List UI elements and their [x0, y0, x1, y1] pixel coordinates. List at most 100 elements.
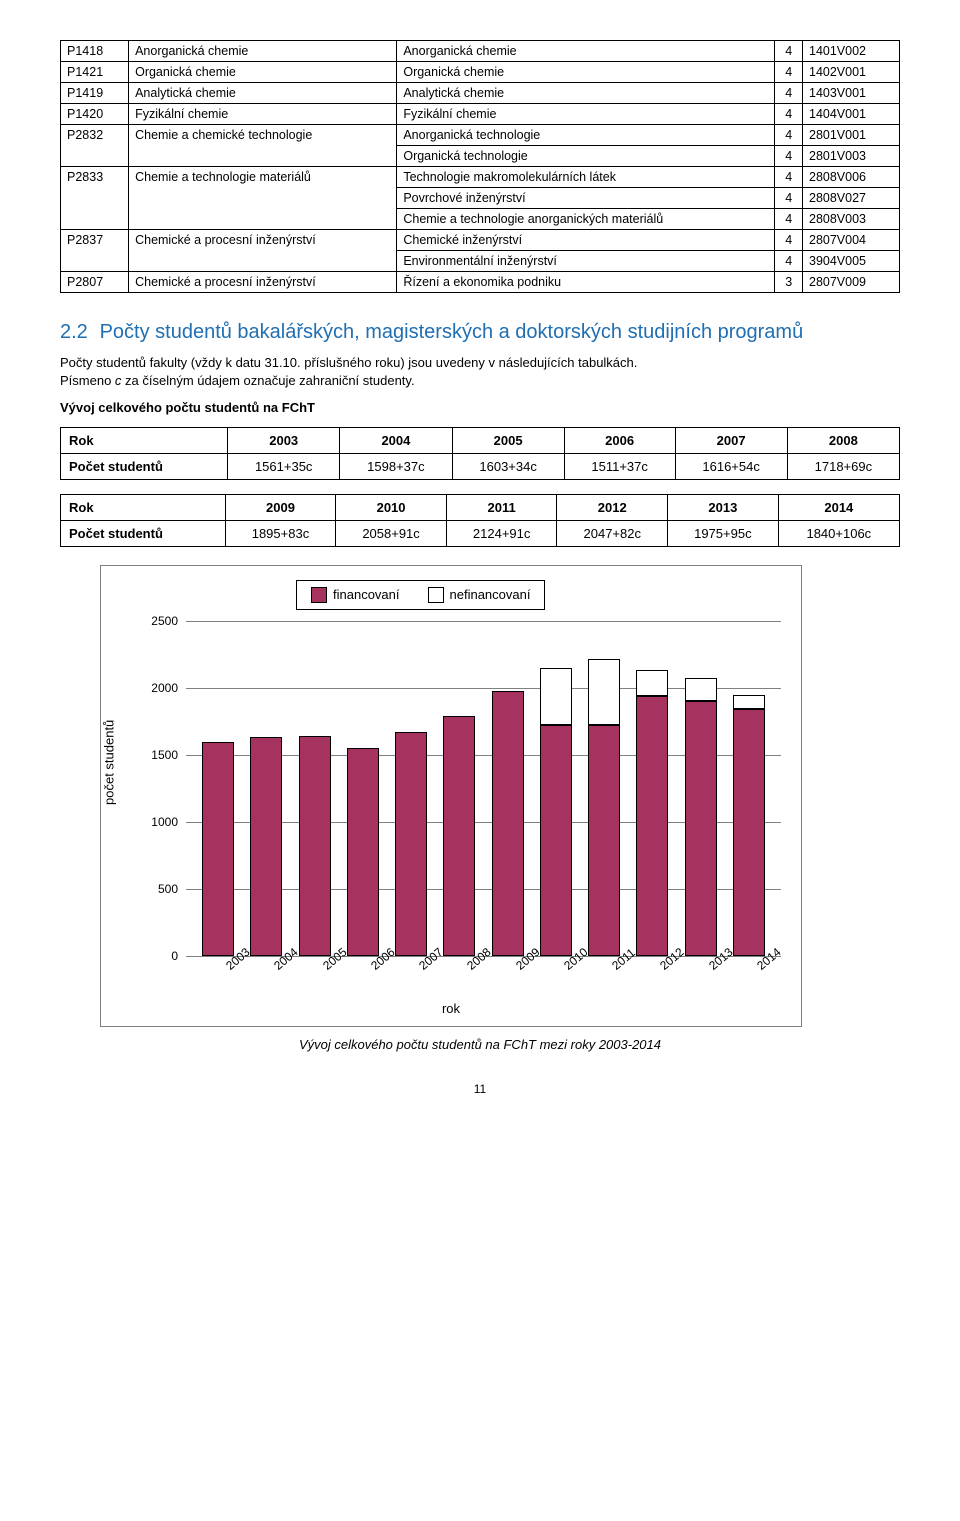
table-row: P1419Analytická chemieAnalytická chemie4… [61, 83, 900, 104]
data-cell: 1718+69c [787, 453, 899, 479]
header-cell: 2007 [675, 427, 787, 453]
cell-program: Chemie a technologie materiálů [129, 167, 397, 230]
cell-id: 1402V001 [803, 62, 900, 83]
cell-field: Fyzikální chemie [397, 104, 775, 125]
subheading: Vývoj celkového počtu studentů na FChT [60, 399, 900, 417]
chart-caption: Vývoj celkového počtu studentů na FChT m… [60, 1037, 900, 1052]
header-cell: 2013 [668, 494, 779, 520]
page-number: 11 [60, 1082, 900, 1096]
ytick-label: 1000 [151, 815, 186, 829]
cell-code: P2807 [61, 272, 129, 293]
cell-years: 4 [775, 230, 803, 251]
cell-years: 4 [775, 167, 803, 188]
bar-segment-financed [492, 691, 524, 956]
section-heading: 2.2 Počty studentů bakalářských, magiste… [60, 321, 900, 344]
cell-field: Anorganická technologie [397, 125, 775, 146]
bar-segment-financed [250, 737, 282, 956]
bar-segment-financed [685, 701, 717, 956]
cell-id: 1404V001 [803, 104, 900, 125]
cell-field: Povrchové inženýrství [397, 188, 775, 209]
bar-segment-unfinanced [685, 678, 717, 701]
bar-segment-unfinanced [636, 670, 668, 695]
cell-field: Analytická chemie [397, 83, 775, 104]
cell-years: 4 [775, 41, 803, 62]
data-cell: 1975+95c [668, 520, 779, 546]
bar-segment-financed [733, 709, 765, 956]
bars-container: 2003200420052006200720082009201020112012… [186, 621, 781, 956]
data-cell: 2124+91c [446, 520, 557, 546]
data-cell: 1840+106c [778, 520, 899, 546]
summary-table-2: Rok200920102011201220132014Počet student… [60, 494, 900, 547]
ytick-label: 1500 [151, 748, 186, 762]
cell-field: Chemie a technologie anorganických mater… [397, 209, 775, 230]
cell-field: Technologie makromolekulárních látek [397, 167, 775, 188]
cell-field: Řízení a ekonomika podniku [397, 272, 775, 293]
cell-field: Environmentální inženýrství [397, 251, 775, 272]
cell-code: P1419 [61, 83, 129, 104]
bar-segment-unfinanced [540, 668, 572, 725]
bar-segment-financed [588, 725, 620, 955]
bar-segment-financed [636, 696, 668, 956]
intro-line1: Počty studentů fakulty (vždy k datu 31.1… [60, 355, 637, 370]
cell-program: Fyzikální chemie [129, 104, 397, 125]
ytick-label: 0 [171, 949, 186, 963]
cell-code: P1418 [61, 41, 129, 62]
cell-id: 1403V001 [803, 83, 900, 104]
cell-field: Anorganická chemie [397, 41, 775, 62]
header-cell: 2006 [564, 427, 675, 453]
cell-id: 3904V005 [803, 251, 900, 272]
legend-item-1: financovaní [311, 587, 400, 604]
summary-table-1: Rok200320042005200620072008Počet student… [60, 427, 900, 480]
cell-code: P1421 [61, 62, 129, 83]
cell-years: 4 [775, 62, 803, 83]
cell-code: P1420 [61, 104, 129, 125]
table-row: Rok200320042005200620072008 [61, 427, 900, 453]
header-cell: 2009 [225, 494, 336, 520]
cell-id: 2801V001 [803, 125, 900, 146]
cell-field: Chemické inženýrství [397, 230, 775, 251]
cell-years: 4 [775, 188, 803, 209]
section-number: 2.2 [60, 321, 94, 344]
data-cell: 2058+91c [336, 520, 447, 546]
data-cell: 1598+37c [340, 453, 452, 479]
chart-plot-area: 0500100015002000250020032004200520062007… [186, 621, 781, 956]
intro-line2b: za číselným údajem označuje zahraniční s… [121, 373, 414, 388]
cell-program: Anorganická chemie [129, 41, 397, 62]
cell-program: Chemické a procesní inženýrství [129, 230, 397, 272]
header-cell: 2014 [778, 494, 899, 520]
intro-line2a: Písmeno [60, 373, 115, 388]
header-cell: 2008 [787, 427, 899, 453]
data-cell: 1616+54c [675, 453, 787, 479]
bar-segment-financed [347, 748, 379, 955]
cell-years: 4 [775, 251, 803, 272]
legend-label-1: financovaní [333, 587, 400, 602]
header-cell: 2011 [446, 494, 557, 520]
cell-code: P2833 [61, 167, 129, 230]
bar-segment-financed [202, 742, 234, 956]
table-row: Počet studentů1895+83c2058+91c2124+91c20… [61, 520, 900, 546]
table-row: P1418Anorganická chemieAnorganická chemi… [61, 41, 900, 62]
section-title: Počty studentů bakalářských, magisterský… [100, 321, 804, 343]
cell-program: Chemie a chemické technologie [129, 125, 397, 167]
table-row: P2837Chemické a procesní inženýrstvíChem… [61, 230, 900, 251]
cell-code: P2832 [61, 125, 129, 167]
table-row: Počet studentů1561+35c1598+37c1603+34c15… [61, 453, 900, 479]
legend-swatch-1 [311, 587, 327, 603]
cell-id: 2808V003 [803, 209, 900, 230]
legend-item-2: nefinancovaní [428, 587, 531, 604]
row-label: Počet studentů [61, 520, 226, 546]
bar: 2014 [733, 621, 765, 956]
cell-years: 4 [775, 146, 803, 167]
bar: 2003 [202, 621, 234, 956]
row-label: Počet studentů [61, 453, 228, 479]
chart-xlabel: rok [442, 1001, 460, 1016]
table-row: P2833Chemie a technologie materiálůTechn… [61, 167, 900, 188]
bar: 2010 [540, 621, 572, 956]
cell-program: Organická chemie [129, 62, 397, 83]
bar: 2012 [636, 621, 668, 956]
ytick-label: 500 [158, 882, 186, 896]
data-cell: 1561+35c [228, 453, 340, 479]
bar: 2007 [395, 621, 427, 956]
program-table: P1418Anorganická chemieAnorganická chemi… [60, 40, 900, 293]
header-cell: Rok [61, 494, 226, 520]
